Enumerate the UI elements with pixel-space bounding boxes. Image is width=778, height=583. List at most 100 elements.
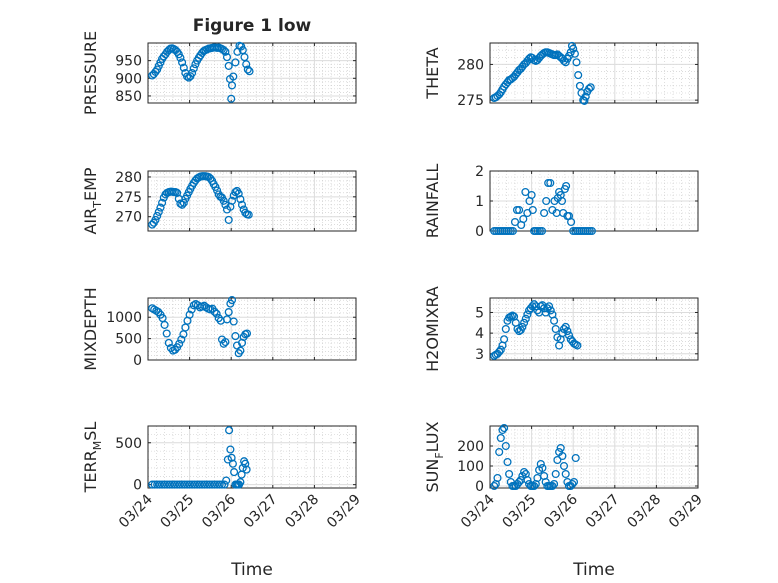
mixdepth-data-point [187,305,196,314]
terr_msl-xtick-label: 03/28 [282,492,322,532]
sun_flux-data-point [558,451,567,461]
terr_msl-data-point [173,480,182,489]
air_temp-data-point [227,196,237,205]
h2omixra-data-point [545,302,554,311]
air_temp-axes-box [147,170,357,232]
terr_msl-xtick-label: 03/25 [158,492,198,532]
sun_flux-xtick-label: 03/24 [458,491,498,531]
h2omixra-data-point [550,316,559,325]
theta-data-point [584,84,594,93]
rainfall-data-point [508,226,517,236]
sun_flux-data-point [523,475,532,485]
theta-data-point [570,49,579,58]
terr_msl-data-point [180,480,189,489]
terr_msl-data-point [178,480,187,489]
h2omixra-data-point [495,347,504,356]
sun_flux-data-point [559,461,569,471]
rainfall-ytick-label: 0 [475,224,484,240]
terr_msl-data-point [241,459,250,468]
rainfall-data-point [528,205,537,215]
h2omixra-ytick-label: 4 [475,326,484,342]
terr_msl-axes-box [147,425,357,489]
pressure-data-point [245,67,254,76]
pressure-data-point [227,81,237,90]
panel-air_temp: 270 275 280 AIRTEMP [81,167,357,235]
terr_msl-data-point [217,480,227,489]
sun_flux-data-point [493,473,502,483]
h2omixra-ytick-label: 3 [475,347,484,363]
sun_flux-data-point [520,467,529,477]
terr_msl-xtick-label: 03/27 [241,492,281,532]
mixdepth-axes-box [147,297,357,361]
sun_flux-xtick-label: 03/29 [666,492,706,532]
h2omixra-data-point [508,311,517,320]
terr_msl-data-point [200,480,209,489]
mixdepth-data-point [185,310,194,319]
sun_flux-ytick-label: 0 [475,479,484,495]
terr_msl-ytick-label: 500 [115,436,142,452]
sun_flux-data-point [490,481,499,491]
mixdepth-data-point [160,320,169,329]
h2omixra-data-point [564,331,574,340]
sun_flux-data-point [569,477,579,487]
rainfall-data-point [542,196,551,206]
theta-ytick-label: 275 [457,93,484,109]
air_temp-data-point [219,196,228,205]
sun_flux-data-point [571,453,580,463]
h2omixra-data-point [573,341,582,350]
mixdepth-data-point [224,308,233,317]
air_temp-data-point [237,200,247,209]
sun_flux-data-point [503,457,512,467]
theta-ylabel: THETA [423,47,442,99]
air_temp-data-point [221,200,230,209]
h2omixra-data-point [496,345,505,354]
pressure-data-point [231,58,240,67]
sun_flux-data-point [505,469,514,479]
terr_msl-data-point [170,480,179,489]
pressure-data-point [221,47,230,56]
h2omixra-data-point [523,310,532,319]
theta-data-point [574,71,583,80]
pressure-ylabel: PRESSURE [81,31,100,115]
air_temp-data-point [178,200,187,209]
mixdepth-data-point [170,345,180,354]
terr_msl-data-point [223,455,232,464]
rainfall-data-point [562,181,571,191]
pressure-data-point [179,63,188,72]
sun_flux-data-point [568,479,577,489]
air_temp-data-point [156,203,165,212]
sun_flux-data-point [496,433,505,443]
pressure-data-point [188,68,197,78]
panel-theta: 275 280 THETA [423,41,699,109]
terr_msl-data-point [155,480,164,489]
terr_msl-data-point [220,480,229,489]
mixdepth-data-point [236,346,245,355]
mixdepth-data-point [242,329,252,338]
sun_flux-data-point [530,481,539,491]
terr_msl-data-point [168,480,177,489]
sun_flux-data-point [498,425,507,435]
pressure-data-point [219,46,228,55]
terr_msl-data-point [230,468,239,477]
h2omixra-data-point [501,324,510,334]
terr_msl-data-point [188,480,197,489]
sun_flux-data-point [536,459,545,469]
rainfall-ytick-label: 2 [475,164,484,180]
pressure-axes-box [147,42,357,104]
mixdepth-data-point [210,307,219,316]
pressure-ytick-label: 900 [115,71,142,87]
sun_flux-xlabel: Time [572,560,615,580]
terr_msl-data-point [203,480,212,489]
terr_msl-data-point [158,480,167,489]
rainfall-data-point [546,178,555,188]
terr_msl-data-point [190,480,199,489]
terr_msl-data-point [205,480,214,489]
pressure-data-point [242,60,251,69]
mixdepth-data-point [164,338,173,347]
pressure-data-point [178,58,187,67]
air_temp-ytick-label: 280 [115,170,142,186]
terr_msl-xtick-label: 03/26 [199,491,239,531]
pressure-data-point [224,61,233,70]
mixdepth-data-point [175,339,184,348]
air_temp-ytick-label: 270 [115,210,142,226]
